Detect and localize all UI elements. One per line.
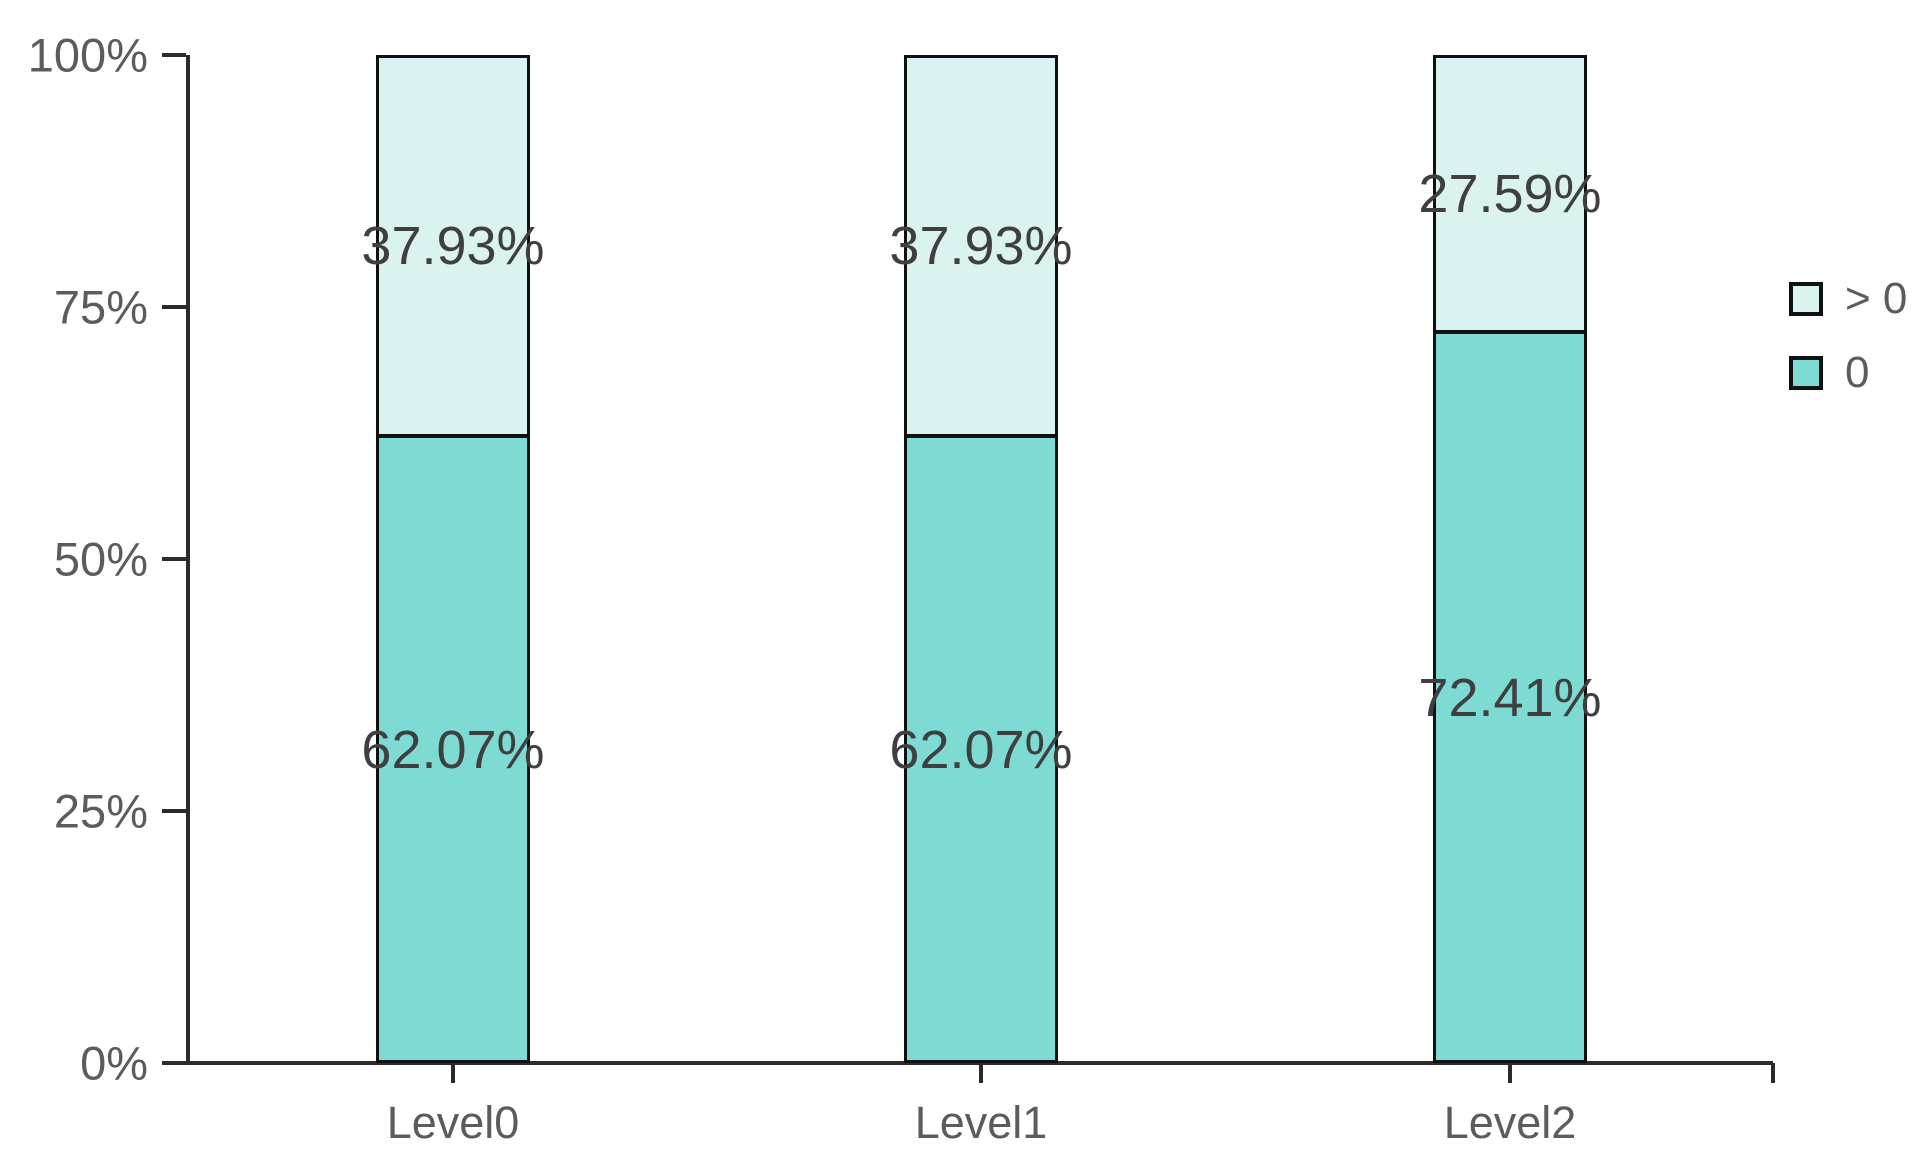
- bar-segment-0: [376, 435, 530, 1063]
- y-axis-tick-label: 0%: [80, 1036, 148, 1090]
- legend-entry: 0: [1789, 351, 1907, 395]
- y-axis-tick-label: 25%: [53, 784, 148, 838]
- x-axis-category-label: Level2: [1443, 1097, 1577, 1148]
- plot-area: 0% 25% 50% 75% 100% 37.93% 62.07% 37.93% 62.07%…: [28, 32, 1775, 1147]
- y-axis-tick: [162, 557, 186, 561]
- y-axis-tick-label: 50%: [53, 532, 148, 586]
- x-axis-tick: [1508, 1065, 1512, 1083]
- y-axis-tick: [162, 53, 186, 57]
- x-axis-tick: [979, 1065, 983, 1083]
- y-axis-tick: [162, 809, 186, 813]
- bar-segment-gt0: [904, 55, 1058, 438]
- segment-value-label: 37.93%: [889, 216, 1073, 277]
- bar-level1: [904, 55, 1058, 1063]
- y-axis-line: [186, 55, 190, 1065]
- legend: > 0 0: [1789, 277, 1907, 430]
- x-axis-category-label: Level1: [914, 1097, 1048, 1148]
- segment-value-label: 62.07%: [889, 720, 1073, 781]
- segment-value-label: 62.07%: [361, 720, 545, 781]
- bar-segment-0: [1433, 331, 1587, 1063]
- y-axis-tick-label: 75%: [53, 280, 148, 334]
- y-axis-tick: [162, 305, 186, 309]
- bar-segment-gt0: [1433, 55, 1587, 334]
- segment-value-label: 27.59%: [1418, 164, 1602, 225]
- x-axis-category-label: Level0: [386, 1097, 520, 1148]
- x-axis-line: [186, 1061, 1773, 1065]
- bar-segment-gt0: [376, 55, 530, 438]
- y-axis-tick: [162, 1061, 186, 1065]
- segment-value-label: 37.93%: [361, 216, 545, 277]
- bar-level2: [1433, 55, 1587, 1063]
- legend-entry: > 0: [1789, 277, 1907, 321]
- legend-label: > 0: [1845, 274, 1908, 323]
- x-axis-tick: [451, 1065, 455, 1083]
- legend-swatch-icon: [1789, 356, 1823, 390]
- legend-label: 0: [1845, 348, 1870, 397]
- y-axis-tick-label: 100%: [27, 28, 148, 82]
- segment-value-label: 72.41%: [1418, 668, 1602, 729]
- x-axis-end-tick: [1771, 1063, 1775, 1083]
- bar-level0: [376, 55, 530, 1063]
- bar-segment-0: [904, 435, 1058, 1063]
- legend-swatch-icon: [1789, 282, 1823, 316]
